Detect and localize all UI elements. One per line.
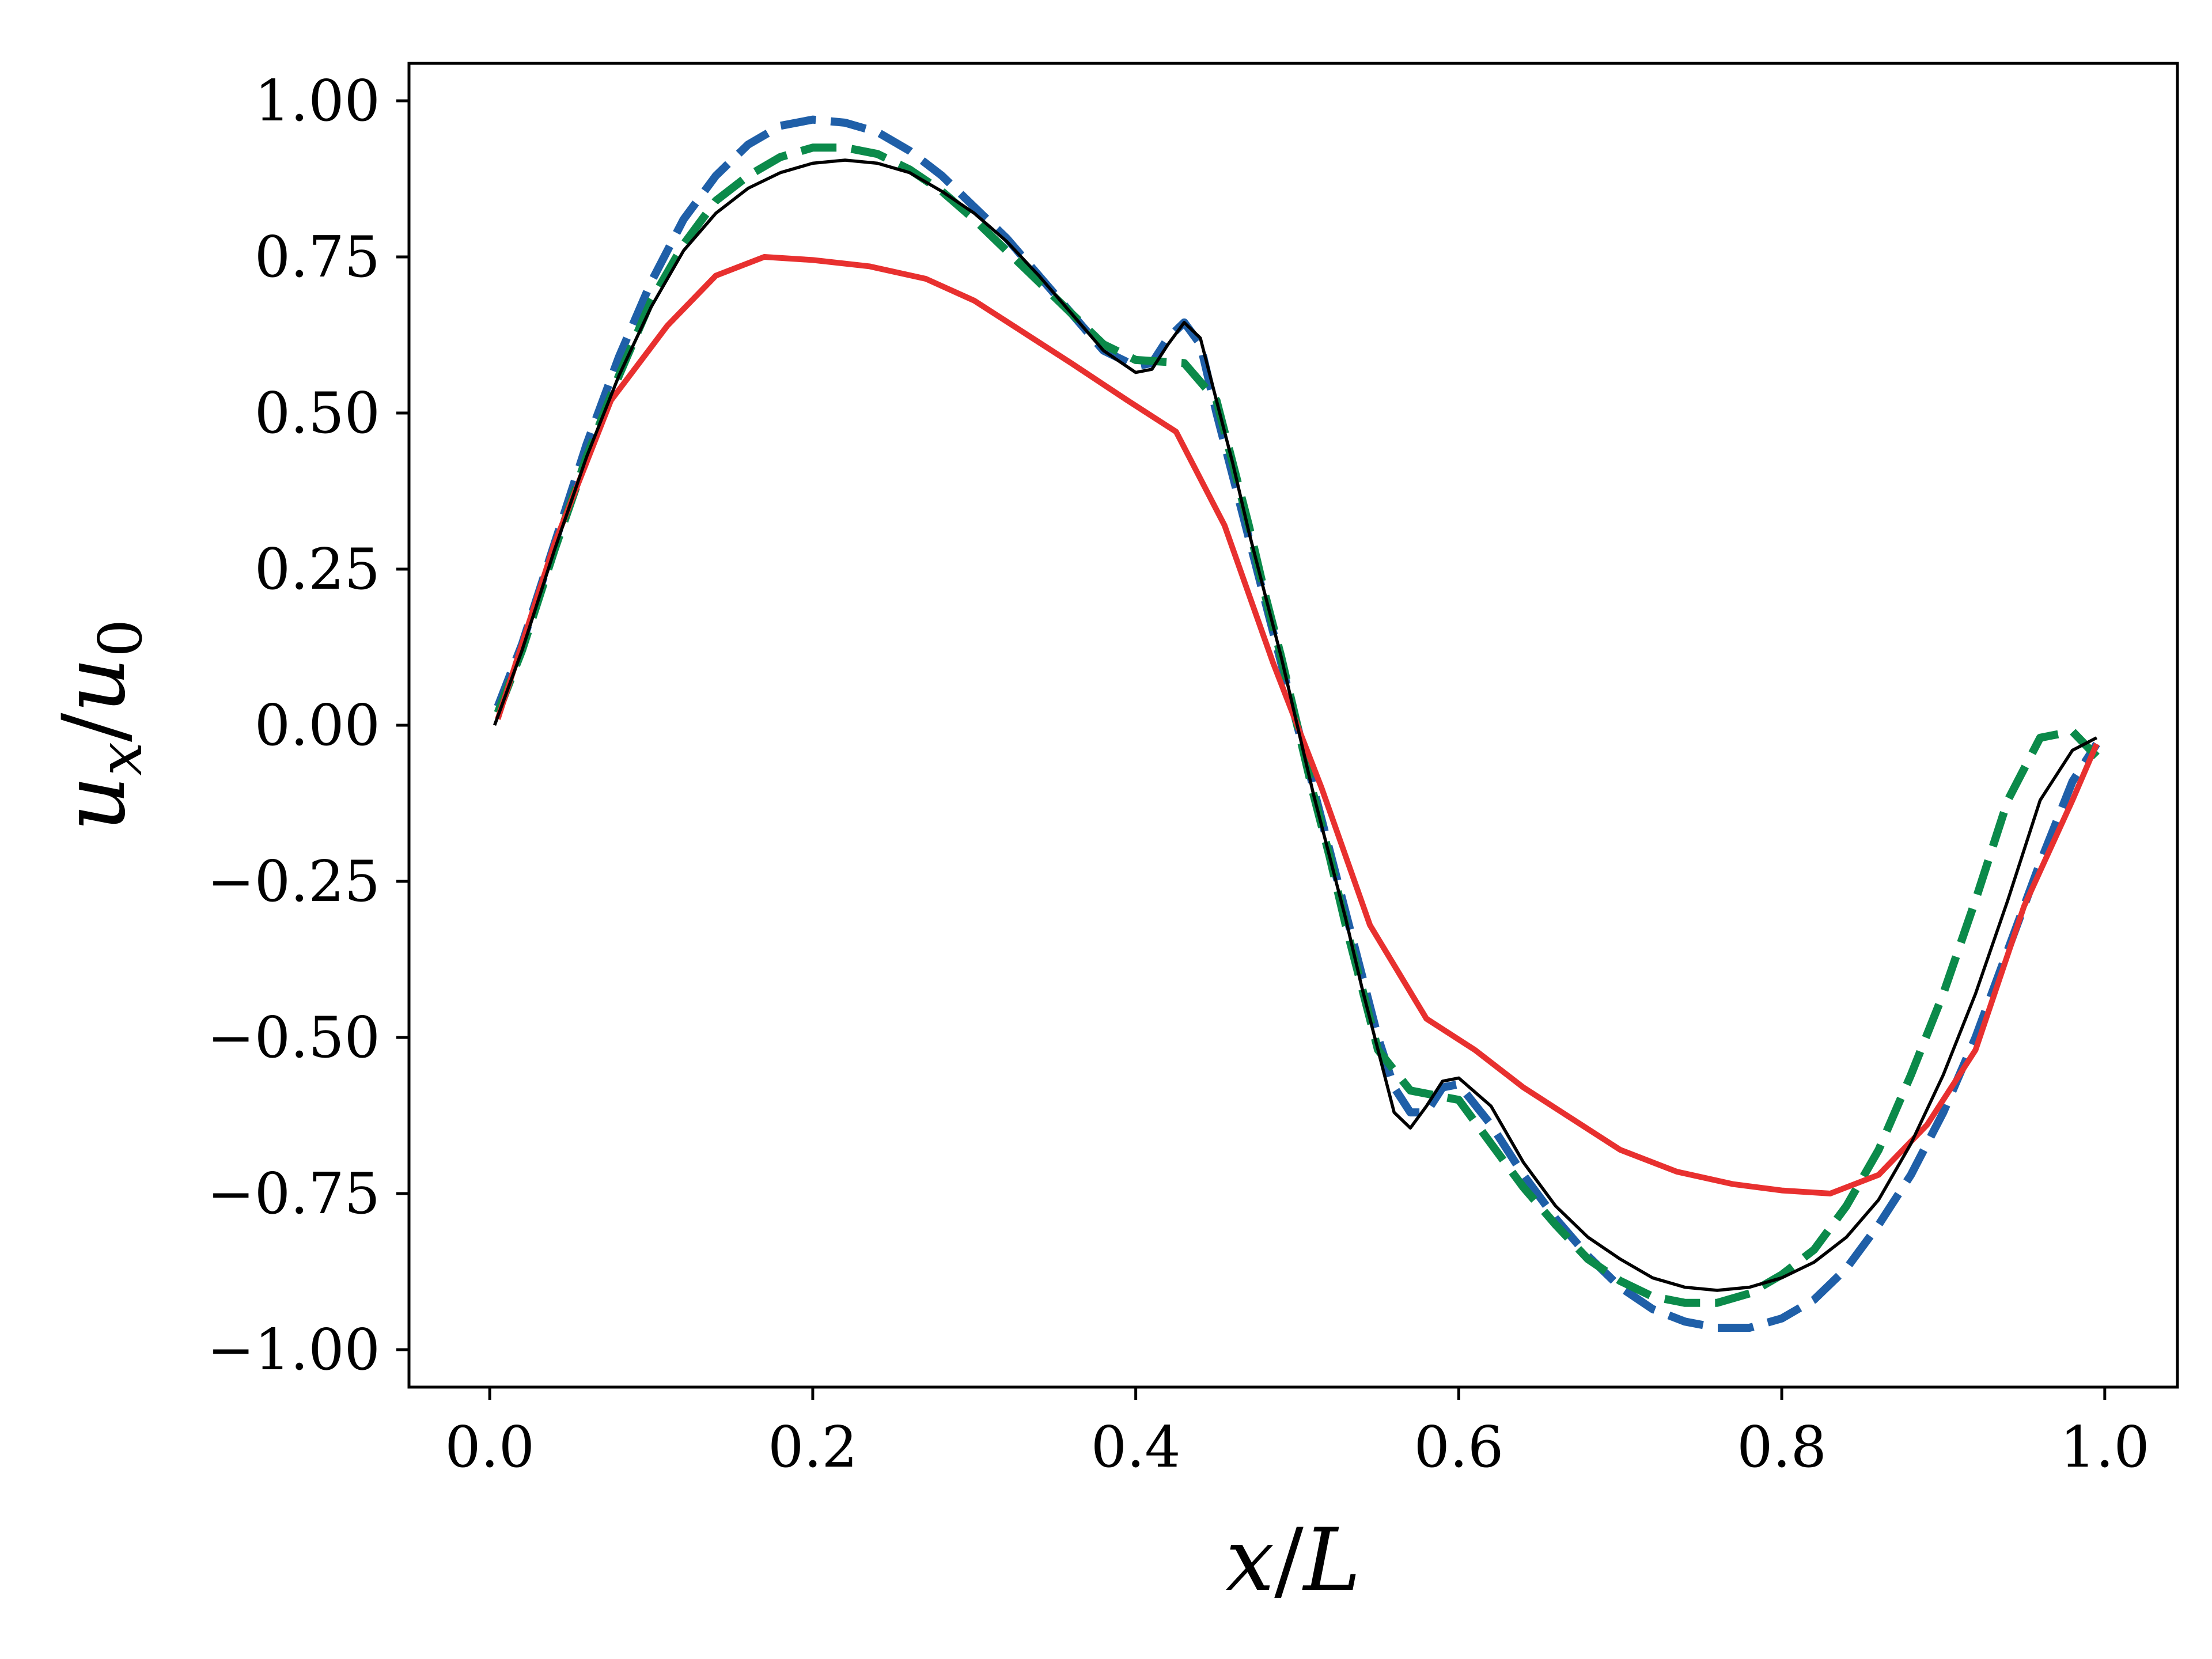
series-line-4 — [493, 158, 2098, 1292]
y-tick-label: 0.50 — [255, 381, 380, 446]
x-axis-label-den: L — [1302, 1510, 1361, 1611]
y-tick-label: 0.75 — [255, 225, 380, 290]
y-tick-label: 0.25 — [255, 537, 380, 603]
y-axis-label-var: u — [44, 776, 145, 832]
y-axis-label-den: u — [44, 657, 145, 713]
series-layer — [493, 115, 2100, 1332]
x-axis-label-slash: / — [1274, 1510, 1304, 1611]
series-line-3 — [495, 254, 2100, 1196]
x-tick-label: 0.4 — [1091, 1415, 1181, 1480]
y-axis-label-var-sub: x — [85, 742, 156, 776]
y-axis-label: ux/u0 — [44, 619, 156, 832]
x-tick-label: 1.0 — [2060, 1415, 2150, 1480]
y-tick-label: −0.75 — [207, 1161, 380, 1227]
y-tick-label: 1.00 — [255, 69, 380, 134]
x-tick-label: 0.6 — [1414, 1415, 1503, 1480]
y-axis: 1.00 0.75 0.50 0.25 0.00 −0.25 −0.50 −0.75 −1.00 — [207, 69, 409, 1383]
x-tick-label: 0.8 — [1737, 1415, 1827, 1480]
y-axis-label-slash: / — [44, 713, 145, 742]
x-tick-label: 0.0 — [445, 1415, 535, 1480]
x-axis-label: x/L — [1226, 1510, 1361, 1611]
x-axis: 0.0 0.2 0.4 0.6 0.8 1.0 — [445, 1387, 2150, 1480]
x-axis-label-var: x — [1226, 1510, 1275, 1611]
y-tick-label: −0.25 — [207, 849, 380, 915]
y-tick-label: −1.00 — [207, 1317, 380, 1383]
y-axis-label-den-sub: 0 — [85, 619, 156, 657]
y-tick-label: −0.50 — [207, 1005, 380, 1071]
x-tick-label: 0.2 — [768, 1415, 858, 1480]
y-tick-label: 0.00 — [255, 693, 380, 759]
